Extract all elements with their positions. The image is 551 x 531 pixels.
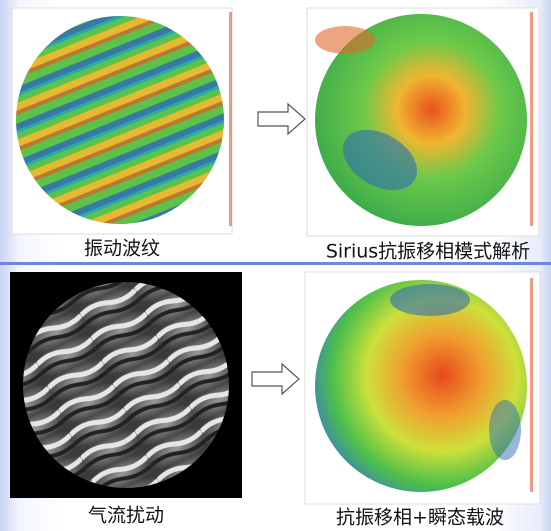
page: 振动波纹 Sirius抗振移相模式解析 气流扰动 抗振移相+瞬态载波 <box>0 0 551 531</box>
caption: 抗振移相+瞬态载波 <box>336 507 504 529</box>
caption: Sirius抗振移相模式解析 <box>326 241 530 263</box>
caption: 气流扰动 <box>88 505 164 527</box>
figure: 振动波纹 Sirius抗振移相模式解析 气流扰动 抗振移相+瞬态载波 <box>0 0 551 531</box>
caption: 振动波纹 <box>84 238 160 260</box>
